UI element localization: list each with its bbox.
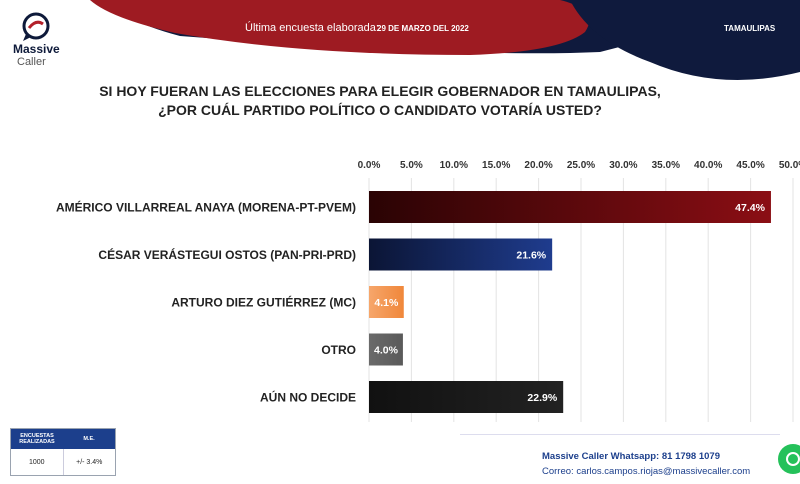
x-tick-label: 20.0%	[524, 160, 552, 171]
whatsapp-icon[interactable]	[778, 444, 800, 474]
x-tick-label: 25.0%	[567, 160, 595, 171]
logo-text-caller: Caller	[17, 56, 46, 68]
x-tick-label: 35.0%	[652, 160, 680, 171]
category-label: AMÉRICO VILLARREAL ANAYA (MORENA-PT-PVEM…	[56, 200, 356, 215]
x-tick-label: 45.0%	[736, 160, 764, 171]
category-label: CÉSAR VERÁSTEGUI OSTOS (PAN-PRI-PRD)	[98, 247, 356, 262]
info-value-margin: +/- 3.4%	[76, 458, 103, 466]
data-label: 4.0%	[374, 345, 399, 357]
x-tick-label: 30.0%	[609, 160, 637, 171]
x-tick-label: 5.0%	[400, 160, 423, 171]
survey-info-table: ENCUESTAS REALIZADAS M.E. 1000 +/- 3.4%	[10, 428, 116, 476]
info-value-surveys: 1000	[11, 449, 64, 475]
info-header-surveys: ENCUESTAS REALIZADAS	[19, 433, 55, 445]
data-label: 22.9%	[527, 392, 557, 404]
contact-divider	[460, 434, 780, 435]
survey-date: 29 DE MARZO DEL 2022	[377, 24, 469, 33]
bar	[369, 191, 771, 223]
x-axis-ticks: 0.0% 5.0% 10.0% 15.0% 20.0% 25.0% 30.0% 35.0% 40…	[358, 160, 800, 171]
region-label: TAMAULIPAS	[724, 24, 776, 33]
email-line: Correo: carlos.campos.riojas@massivecall…	[542, 464, 750, 479]
header-shape	[90, 0, 800, 80]
category-label: AÚN NO DECIDE	[260, 390, 356, 405]
bar	[369, 286, 404, 318]
bar	[369, 238, 553, 271]
whatsapp-number: 81 1798 1079	[661, 451, 720, 462]
chart-bars: AMÉRICO VILLARREAL ANAYA (MORENA-PT-PVEM…	[56, 191, 771, 413]
massive-caller-logo: Massive Caller	[8, 12, 68, 72]
header-banner: Última encuesta elaborada: 29 DE MARZO D…	[0, 0, 800, 80]
contact-info: Massive Caller Whatsapp: 81 1798 1079 Co…	[542, 449, 750, 479]
survey-date-label: Última encuesta elaborada:	[245, 22, 379, 34]
x-tick-label: 50.0%	[779, 160, 800, 171]
category-label: OTRO	[321, 343, 356, 357]
email-label: Correo:	[542, 466, 574, 477]
info-header-margin: M.E.	[83, 436, 95, 442]
survey-question: SI HOY FUERAN LAS ELECCIONES PARA ELEGIR…	[60, 82, 700, 120]
logo-text-massive: Massive	[13, 42, 60, 56]
data-label: 4.1%	[374, 297, 399, 309]
vote-intention-bar-chart: 0.0% 5.0% 10.0% 15.0% 20.0% 25.0% 30.0% 35.0% 40…	[56, 160, 800, 422]
speech-bubble-icon	[22, 12, 50, 41]
bar	[369, 333, 403, 366]
whatsapp-line: Massive Caller Whatsapp: 81 1798 1079	[542, 449, 750, 464]
email-address[interactable]: carlos.campos.riojas@massivecaller.com	[576, 466, 751, 477]
bar	[369, 381, 564, 413]
header-red-band	[90, 0, 590, 55]
x-tick-label: 0.0%	[358, 160, 381, 171]
header-navy-corner	[570, 0, 800, 80]
question-line-1: SI HOY FUERAN LAS ELECCIONES PARA ELEGIR…	[99, 83, 661, 99]
category-label: ARTURO DIEZ GUTIÉRREZ (MC)	[171, 295, 356, 310]
question-line-2: ¿POR CUÁL PARTIDO POLÍTICO O CANDIDATO V…	[158, 102, 602, 118]
data-label: 21.6%	[516, 250, 546, 262]
x-tick-label: 10.0%	[440, 160, 468, 171]
whatsapp-label: Massive Caller Whatsapp:	[542, 451, 660, 462]
data-label: 47.4%	[735, 202, 765, 214]
x-tick-label: 40.0%	[694, 160, 722, 171]
x-tick-label: 15.0%	[482, 160, 510, 171]
